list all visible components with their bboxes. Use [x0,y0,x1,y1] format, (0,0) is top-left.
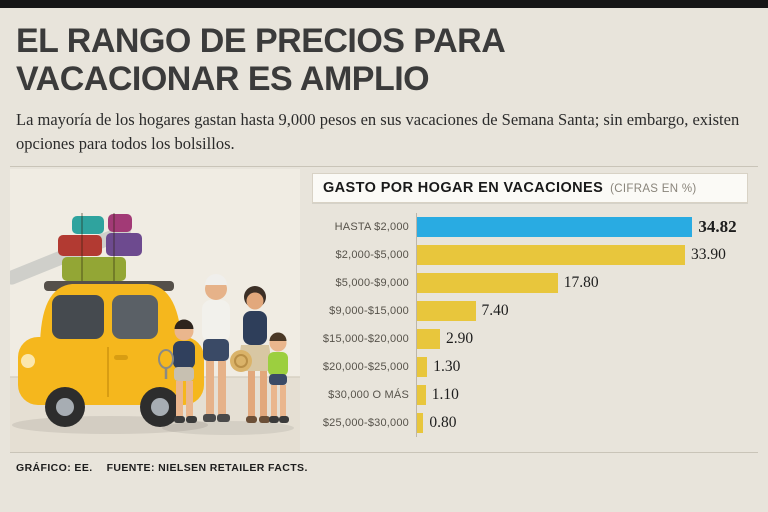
bar-track: 2.90 [416,325,748,353]
bar-track: 0.80 [416,409,748,437]
bar [417,245,686,265]
bar-row: $25,000-$30,000 0.80 [312,409,748,437]
bar-row: $5,000-$9,000 17.80 [312,269,748,297]
bar-track: 1.30 [416,353,748,381]
bar-category-label: $30,000 O MÁS [328,389,409,401]
bar-row: $30,000 O MÁS 1.10 [312,381,748,409]
chart-units-note: (CIFRAS EN %) [610,183,697,195]
bar-rows: HASTA $2,000 34.82 $2,000-$5,000 33.90 $5,00… [312,213,748,437]
bar-row: HASTA $2,000 34.82 [312,213,748,241]
bar-track: 17.80 [416,269,748,297]
bar-chart: GASTO POR HOGAR EN VACACIONES (CIFRAS EN… [300,169,758,450]
bar [417,217,693,237]
header: EL RANGO DE PRECIOS PARA VACACIONAR ES A… [0,8,768,156]
bar-row: $20,000-$25,000 1.30 [312,353,748,381]
content-panel: GASTO POR HOGAR EN VACACIONES (CIFRAS EN… [10,166,758,453]
bar [417,385,426,405]
bar-value-label: 7.40 [481,302,509,319]
bar-value-label: 1.30 [433,358,461,375]
bar-category-label: $9,000-$15,000 [329,305,409,317]
bar-track: 34.82 [416,213,748,241]
bar-category-label: $5,000-$9,000 [335,277,409,289]
bar-row: $15,000-$20,000 2.90 [312,325,748,353]
bar-value-label: 34.82 [698,217,737,236]
footer-credit: GRÁFICO: EE. [16,462,93,474]
car-graphic [18,281,204,427]
bar-category-label: $2,000-$5,000 [335,249,409,261]
bar-value-label: 0.80 [429,414,457,431]
bar-category-label: $20,000-$25,000 [322,361,409,373]
bar-row: $2,000-$5,000 33.90 [312,241,748,269]
bar-track: 33.90 [416,241,748,269]
bar [417,301,476,321]
bar [417,357,428,377]
bar-track: 1.10 [416,381,748,409]
footer: GRÁFICO: EE. FUENTE: NIELSEN RETAILER FA… [0,453,768,474]
bar-value-label: 2.90 [445,330,474,347]
bar-value-label: 33.90 [691,246,726,263]
bar-category-label: HASTA $2,000 [334,221,409,233]
page-subtitle: La mayoría de los hogares gastan hasta 9… [16,110,740,154]
bar-track: 7.40 [416,297,748,325]
chart-header: GASTO POR HOGAR EN VACACIONES (CIFRAS EN… [312,173,748,203]
bar-category-label: $25,000-$30,000 [322,417,409,429]
page-title: EL RANGO DE PRECIOS PARA VACACIONAR ES A… [16,22,505,99]
luggage-graphic [10,213,142,285]
chart-title: GASTO POR HOGAR EN VACACIONES [323,180,604,196]
family-graphic [158,274,289,423]
bar [417,329,440,349]
bar [417,273,558,293]
footer-source: FUENTE: NIELSEN RETAILER FACTS. [106,462,308,474]
bar-category-label: $15,000-$20,000 [322,333,409,345]
bar-value-label: 1.10 [431,386,459,403]
vacation-car-illustration [10,169,300,452]
bar-row: $9,000-$15,000 7.40 [312,297,748,325]
top-accent-bar [0,0,768,8]
bar-value-label: 17.80 [563,274,599,291]
bar [417,413,424,433]
